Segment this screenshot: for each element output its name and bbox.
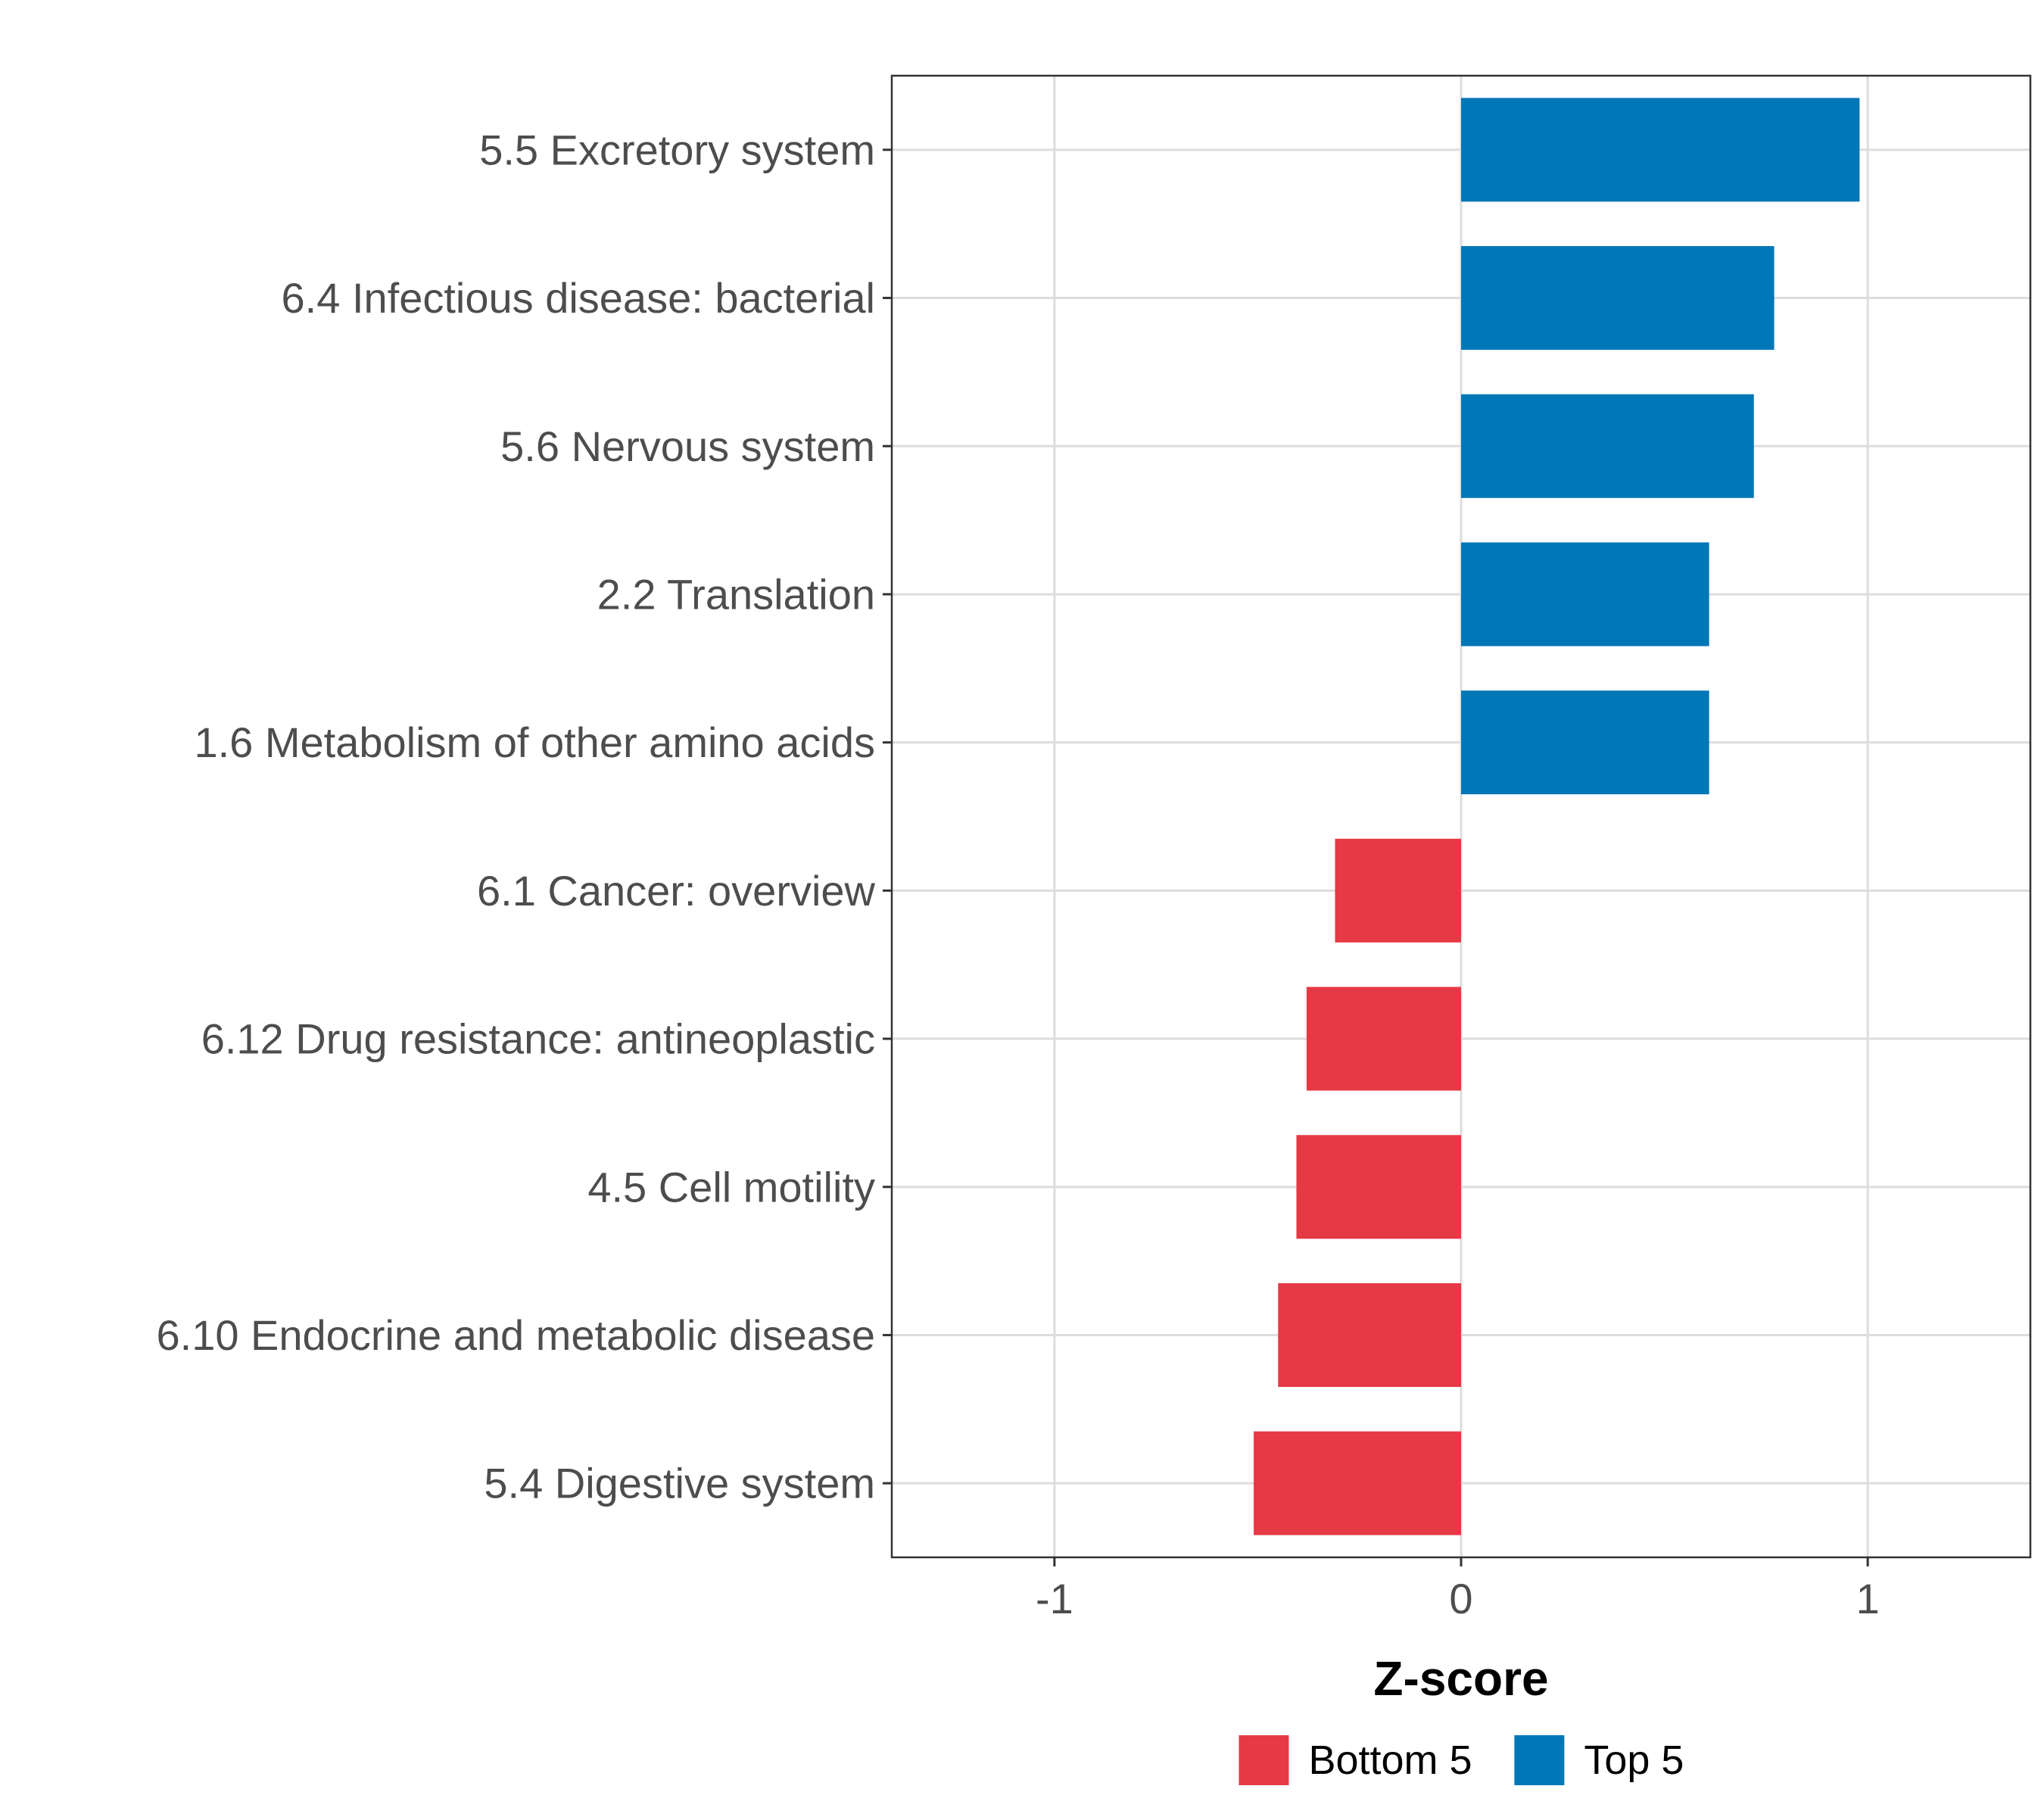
bar [1296,1135,1461,1239]
y-tick-label: 5.5 Excretory system [479,126,875,173]
bar [1461,394,1754,498]
bar [1461,98,1860,202]
y-tick-label: 6.1 Cancer: overview [477,867,876,915]
x-axis: -1 0 1 [1036,1557,1880,1622]
x-axis-title: Z-score [1373,1651,1548,1706]
legend: Bottom 5 Top 5 [1239,1735,1684,1785]
bar [1278,1282,1461,1387]
y-axis: 5.5 Excretory system 6.4 Infectious disea… [156,126,892,1507]
bar [1461,690,1709,795]
legend-label: Bottom 5 [1308,1738,1472,1783]
bar [1461,542,1709,647]
bar [1461,246,1774,351]
bar [1335,838,1461,943]
y-tick-label: 5.4 Digestive system [484,1460,875,1507]
y-tick-label: 6.4 Infectious disease: bacterial [282,274,875,322]
bar [1254,1431,1461,1535]
y-tick-label: 1.6 Metabolism of other amino acids [194,718,875,766]
legend-key [1239,1735,1289,1785]
bar [1306,986,1461,1091]
legend-label: Top 5 [1584,1738,1684,1783]
x-tick-label: 1 [1856,1575,1880,1622]
y-tick-label: 4.5 Cell motility [587,1163,875,1211]
y-tick-label: 5.6 Nervous system [500,422,875,470]
y-tick-label: 6.10 Endocrine and metabolic disease [156,1311,875,1359]
y-tick-label: 6.12 Drug resistance: antineoplastic [201,1015,875,1063]
legend-key [1514,1735,1565,1785]
x-tick-label: 0 [1449,1575,1472,1622]
y-tick-label: 2.2 Translation [597,570,875,618]
bars [1254,98,1860,1535]
x-tick-label: -1 [1036,1575,1073,1622]
